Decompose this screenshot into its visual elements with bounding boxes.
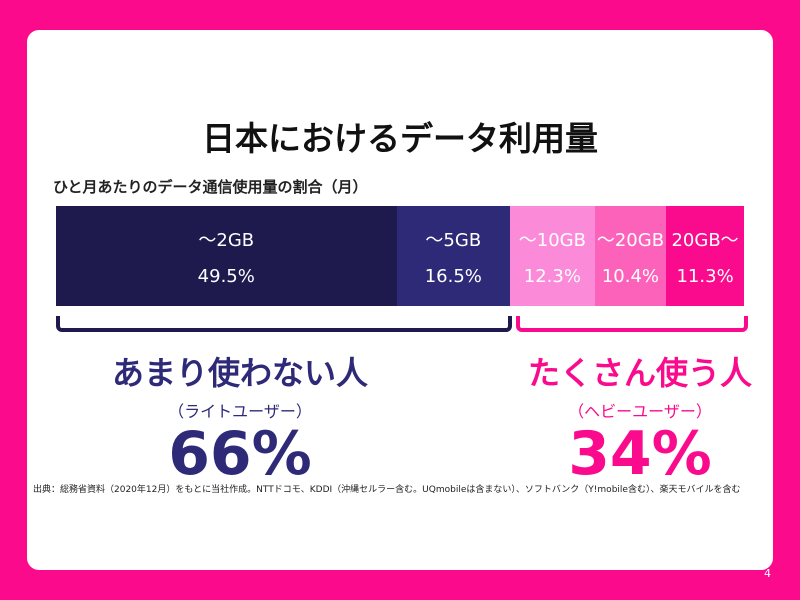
page-number: 4 bbox=[764, 567, 771, 580]
bar-segment: ～5GB 16.5% bbox=[396, 206, 511, 306]
segment-category-label: ～5GB bbox=[425, 229, 482, 251]
bar-segment: 20GB～ 11.3% bbox=[666, 206, 744, 306]
slide-title: 日本におけるデータ利用量 bbox=[202, 119, 598, 158]
bar-segment: ～10GB 12.3% bbox=[510, 206, 595, 306]
light-user-sub: （ライトユーザー） bbox=[168, 402, 312, 421]
segment-value-label: 16.5% bbox=[424, 265, 482, 287]
segment-value-label: 12.3% bbox=[523, 265, 581, 287]
bar-segment: ～2GB 49.5% bbox=[56, 206, 397, 306]
heavy-user-heading: たくさん使う人 bbox=[527, 354, 752, 392]
light-user-bracket bbox=[56, 316, 512, 332]
segment-category-label: ～20GB bbox=[596, 229, 665, 251]
segment-category-label: ～10GB bbox=[518, 229, 586, 251]
segment-value-label: 11.3% bbox=[676, 265, 734, 287]
segment-value-label: 10.4% bbox=[601, 265, 660, 287]
segment-value-label: 49.5% bbox=[197, 265, 255, 287]
segment-category-label: 20GB～ bbox=[671, 229, 739, 251]
heavy-user-group: たくさん使う人 （ヘビーユーザー） 34% bbox=[500, 348, 780, 486]
stacked-bar: ～2GB 49.5% ～5GB 16.5% ～10GB 12.3% ～20GB 10.4% 20… bbox=[56, 206, 744, 306]
heavy-user-bracket bbox=[516, 316, 748, 332]
bar-segment: ～20GB 10.4% bbox=[594, 206, 667, 306]
heavy-user-sub: （ヘビーユーザー） bbox=[568, 402, 712, 421]
source-note: 出典：総務省資料（2020年12月）をもとに当社作成。NTTドコモ、KDDI（沖… bbox=[33, 485, 741, 495]
light-user-percent: 66% bbox=[168, 419, 312, 489]
heavy-user-percent: 34% bbox=[568, 419, 712, 489]
segment-category-label: ～2GB bbox=[198, 229, 255, 251]
chart-title: ひと月あたりのデータ通信使用量の割合（月） bbox=[53, 178, 368, 196]
light-user-heading: あまり使わない人 bbox=[111, 354, 368, 392]
light-user-group: あまり使わない人 （ライトユーザー） 66% bbox=[80, 348, 400, 486]
